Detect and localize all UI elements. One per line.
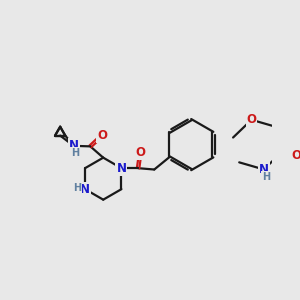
Text: H: H: [71, 148, 79, 158]
Text: N: N: [80, 183, 90, 196]
Text: O: O: [291, 149, 300, 162]
Text: O: O: [135, 146, 145, 159]
Text: O: O: [98, 129, 107, 142]
Text: H: H: [262, 172, 270, 182]
Text: H: H: [74, 183, 82, 193]
Text: N: N: [116, 162, 126, 175]
Text: O: O: [247, 113, 256, 126]
Text: N: N: [69, 139, 79, 152]
Text: N: N: [259, 163, 269, 176]
